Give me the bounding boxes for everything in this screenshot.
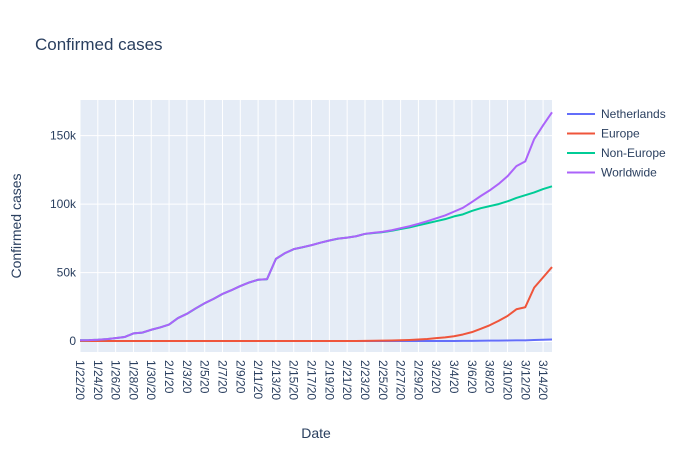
x-tick-label: 3/6/20 bbox=[465, 360, 479, 394]
y-tick-labels: 0 50k 100k 150k bbox=[50, 129, 77, 348]
x-tick-label: 1/26/20 bbox=[109, 360, 123, 400]
x-tick-label: 3/8/20 bbox=[483, 360, 497, 394]
x-axis-title: Date bbox=[301, 425, 331, 441]
legend-label: Europe bbox=[601, 127, 640, 141]
legend: Netherlands Europe Non-Europe Worldwide bbox=[567, 107, 666, 180]
series-line-worldwide bbox=[79, 111, 553, 342]
x-tick-label: 2/19/20 bbox=[322, 360, 336, 400]
x-tick-label: 3/14/20 bbox=[536, 360, 550, 400]
x-tick-label: 2/17/20 bbox=[305, 360, 319, 400]
x-tick-label: 3/2/20 bbox=[429, 360, 443, 394]
legend-item[interactable]: Worldwide bbox=[567, 166, 657, 180]
plot-background bbox=[80, 100, 552, 352]
x-tick-label: 2/3/20 bbox=[180, 360, 194, 394]
x-tick-label: 1/22/20 bbox=[73, 360, 87, 400]
x-tick-label: 1/24/20 bbox=[91, 360, 105, 400]
chart-title: Confirmed cases bbox=[35, 35, 163, 54]
y-tick-label: 50k bbox=[57, 266, 77, 280]
legend-label: Non-Europe bbox=[601, 146, 666, 160]
x-tick-label: 2/15/20 bbox=[287, 360, 301, 400]
legend-item[interactable]: Europe bbox=[567, 127, 640, 141]
x-tick-label: 2/9/20 bbox=[233, 360, 247, 394]
x-tick-label: 1/30/20 bbox=[144, 360, 158, 400]
x-tick-label: 3/10/20 bbox=[500, 360, 514, 400]
legend-label: Worldwide bbox=[601, 166, 657, 180]
x-tick-label: 3/12/20 bbox=[518, 360, 532, 400]
y-tick-label: 100k bbox=[50, 197, 77, 211]
x-tick-label: 2/27/20 bbox=[394, 360, 408, 400]
x-tick-label: 2/13/20 bbox=[269, 360, 283, 400]
x-tick-labels: 1/22/20 1/24/20 1/26/20 1/28/20 1/30/20 2/1/2… bbox=[73, 360, 550, 400]
y-tick-label: 0 bbox=[69, 334, 76, 348]
x-tick-label: 2/29/20 bbox=[411, 360, 425, 400]
x-tick-label: 2/23/20 bbox=[358, 360, 372, 400]
x-tick-label: 2/5/20 bbox=[198, 360, 212, 394]
x-tick-label: 1/28/20 bbox=[126, 360, 140, 400]
x-tick-label: 2/7/20 bbox=[215, 360, 229, 394]
x-tick-label: 2/1/20 bbox=[162, 360, 176, 394]
legend-label: Netherlands bbox=[601, 107, 666, 121]
x-tick-label: 2/21/20 bbox=[340, 360, 354, 400]
x-tick-label: 2/11/20 bbox=[251, 360, 265, 399]
y-tick-label: 150k bbox=[50, 129, 77, 143]
y-axis-title: Confirmed cases bbox=[8, 173, 24, 278]
series-layer bbox=[79, 111, 553, 343]
grid-layer bbox=[79, 100, 552, 352]
series-line-europe bbox=[80, 266, 553, 343]
x-tick-label: 3/4/20 bbox=[447, 360, 461, 394]
legend-item[interactable]: Netherlands bbox=[567, 107, 666, 121]
x-tick-label: 2/25/20 bbox=[376, 360, 390, 400]
legend-item[interactable]: Non-Europe bbox=[567, 146, 666, 160]
